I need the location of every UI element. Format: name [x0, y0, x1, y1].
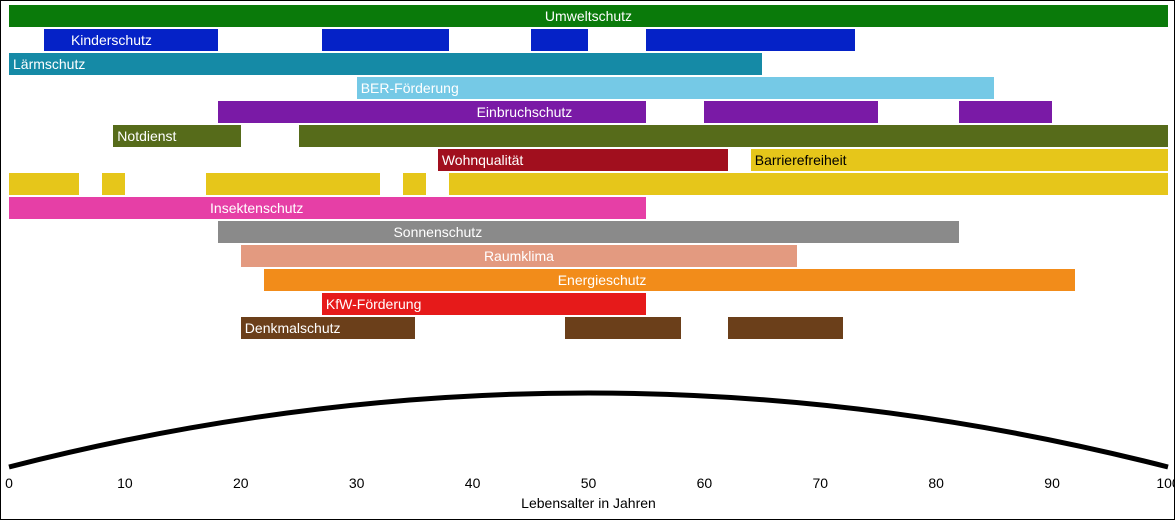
axis-title: Lebensalter in Jahren: [521, 495, 656, 511]
lifespan-arc: [1, 1, 1175, 521]
plot-area: UmweltschutzKinderschutzLärmschutzBER-Fö…: [1, 1, 1174, 519]
axis-tick: 50: [581, 475, 597, 491]
axis-tick: 70: [813, 475, 829, 491]
axis-tick: 80: [928, 475, 944, 491]
axis-tick: 100: [1156, 475, 1175, 491]
axis-tick: 20: [233, 475, 249, 491]
axis-tick: 10: [117, 475, 133, 491]
axis-tick: 30: [349, 475, 365, 491]
axis-tick: 60: [697, 475, 713, 491]
axis-tick: 0: [5, 475, 13, 491]
axis-tick: 40: [465, 475, 481, 491]
axis-tick: 90: [1044, 475, 1060, 491]
life-age-chart: UmweltschutzKinderschutzLärmschutzBER-Fö…: [0, 0, 1175, 520]
